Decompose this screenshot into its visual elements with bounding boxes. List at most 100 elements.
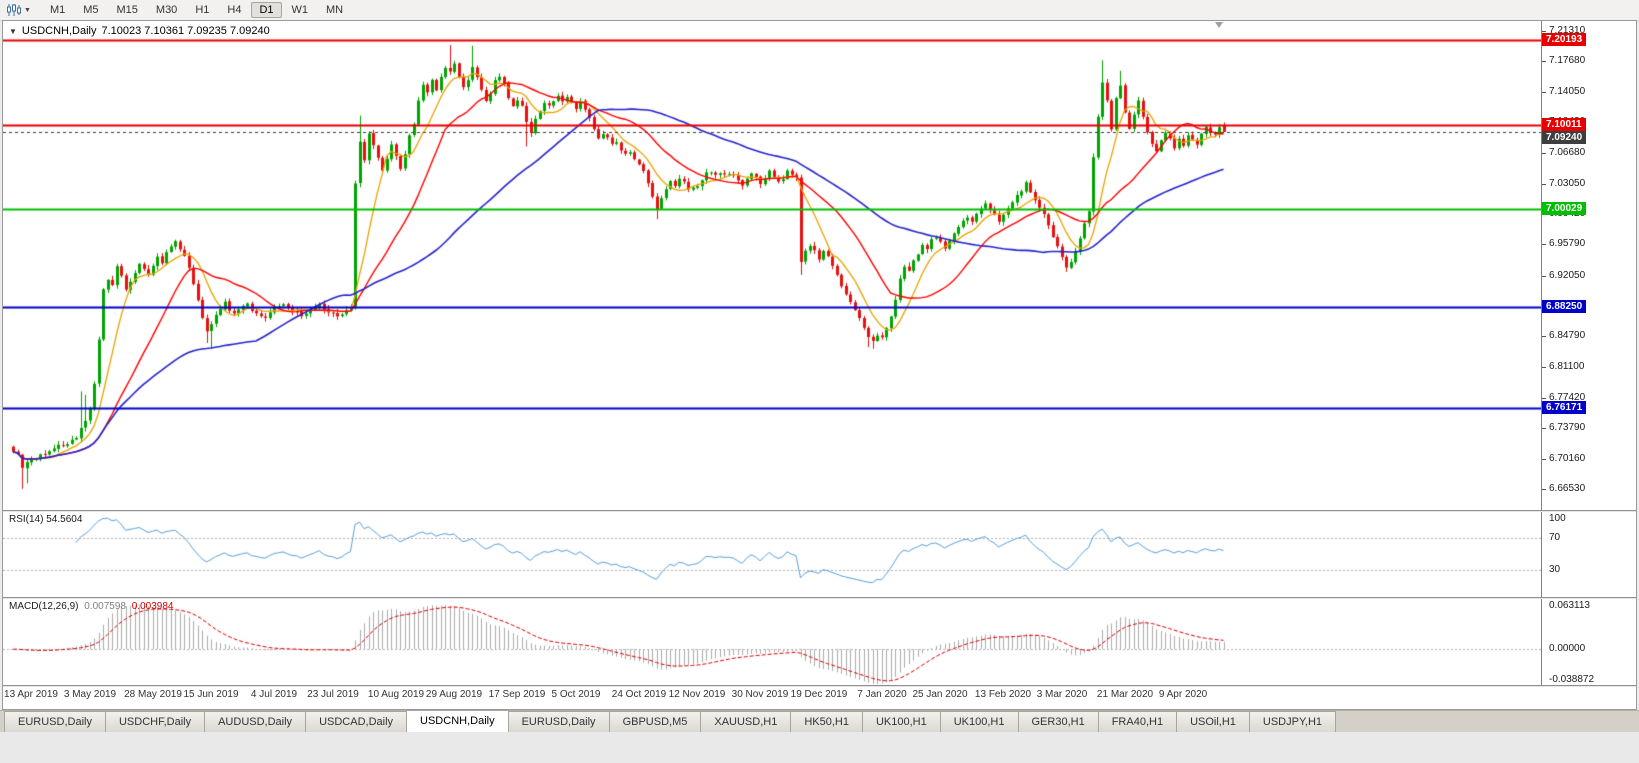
collapse-triangle-icon[interactable]: ▼	[9, 26, 17, 36]
price-axis-tickmark	[1542, 336, 1546, 337]
timeframe-button-mn[interactable]: MN	[326, 4, 344, 16]
price-axis-tick: 6.81100	[1549, 361, 1585, 372]
time-axis-label: 15 Jun 2019	[183, 689, 239, 700]
rsi-name: RSI(14)	[9, 514, 44, 525]
price-axis-tick: 7.03050	[1549, 178, 1586, 189]
price-axis-tickmark	[1542, 276, 1546, 277]
chart-tab-usoil-h1[interactable]: USOil,H1	[1176, 711, 1250, 732]
time-axis-label: 17 Sep 2019	[488, 689, 546, 700]
macd-axis-tick: 0.063113	[1549, 600, 1590, 611]
chart-tab-uk100-h1[interactable]: UK100,H1	[861, 711, 941, 732]
price-axis-tick: 6.84790	[1549, 330, 1586, 341]
price-axis-tickmark	[1542, 92, 1546, 93]
timeframe-button-m15[interactable]: M15	[116, 4, 138, 16]
macd-axis-tick: 0.00000	[1549, 643, 1586, 654]
chevron-down-icon: ▼	[24, 6, 31, 14]
macd-name: MACD(12,26,9)	[9, 601, 79, 612]
price-axis[interactable]: 7.213107.176807.140507.104207.066807.030…	[1542, 21, 1636, 685]
time-axis-label: 28 May 2019	[124, 689, 182, 700]
time-axis-label: 3 May 2019	[63, 689, 117, 700]
timeframe-button-m30[interactable]: M30	[155, 4, 178, 16]
price-axis-tickmark	[1542, 398, 1546, 399]
time-axis-label: 19 Dec 2019	[790, 689, 848, 700]
axis-separator	[1541, 21, 1542, 685]
candlestick-chart-icon	[7, 4, 21, 16]
time-axis-label: 21 Mar 2020	[1096, 689, 1154, 700]
chart-window: ▼ USDCNH,Daily 7.10023 7.10361 7.09235 7…	[2, 20, 1637, 710]
chart-tab-gbpusd-m5[interactable]: GBPUSD,M5	[608, 711, 702, 732]
timeframe-button-m1[interactable]: M1	[49, 4, 66, 16]
rsi-axis-tick: 100	[1549, 513, 1566, 524]
price-axis-tick: 7.06680	[1549, 147, 1586, 158]
price-axis-tick: 6.66530	[1549, 483, 1586, 494]
chart-title-symbol: USDCNH,Daily	[21, 25, 97, 37]
chart-tab-hk50-h1[interactable]: HK50,H1	[790, 711, 863, 732]
rsi-indicator-label: RSI(14) 54.5604	[9, 514, 82, 525]
time-axis[interactable]: 13 Apr 2019 3 May 2019 28 May 2019 15 Jun 2…	[3, 687, 1636, 705]
price-axis-tick: 6.73790	[1549, 422, 1586, 433]
bottom-strip	[0, 732, 1639, 763]
chart-tab-usdchf-daily[interactable]: USDCHF,Daily	[104, 711, 206, 732]
toolbar: ▼ M1 M5 M15 M30 H1 H4 D1 W1 MN	[0, 0, 1639, 21]
chart-tab-usdcad-daily[interactable]: USDCAD,Daily	[305, 711, 408, 732]
time-axis-label: 30 Nov 2019	[731, 689, 789, 700]
chart-tab-audusd-daily[interactable]: AUDUSD,Daily	[204, 711, 307, 732]
chart-tab-fra40-h1[interactable]: FRA40,H1	[1097, 711, 1178, 732]
time-axis-label: 13 Apr 2019	[4, 689, 58, 700]
time-axis-label: 5 Oct 2019	[551, 689, 601, 700]
pane-separator[interactable]	[3, 510, 1636, 512]
chart-tab-usdcnh-daily[interactable]: USDCNH,Daily	[406, 710, 509, 732]
chart-tab-eurusd-daily[interactable]: EURUSD,Daily	[4, 711, 106, 732]
rsi-axis-tick: 70	[1549, 532, 1561, 543]
price-axis-tick: 6.95790	[1549, 238, 1586, 249]
price-axis-tick: 7.14050	[1549, 86, 1586, 97]
chart-tab-xauusd-h1[interactable]: XAUUSD,H1	[700, 711, 792, 732]
price-axis-tick: 7.21310	[1549, 25, 1586, 36]
main-chart-canvas[interactable]	[3, 21, 1541, 685]
price-axis-tick: 7.17680	[1549, 55, 1586, 66]
chart-tab-uk100-h1[interactable]: UK100,H1	[939, 711, 1019, 732]
price-tag: 7.09240	[1542, 131, 1587, 144]
rsi-value: 54.5604	[46, 514, 83, 525]
timeframe-button-w1[interactable]: W1	[291, 4, 309, 16]
time-axis-label: 9 Apr 2020	[1158, 689, 1208, 700]
price-axis-tickmark	[1542, 244, 1546, 245]
price-tag: 6.88250	[1542, 300, 1587, 313]
price-axis-tickmark	[1542, 184, 1546, 185]
time-axis-label: 3 Mar 2020	[1036, 689, 1088, 700]
time-axis-label: 12 Nov 2019	[668, 689, 726, 700]
price-axis-tickmark	[1542, 61, 1546, 62]
macd-signal-value: 0.003984	[131, 601, 174, 612]
pane-separator[interactable]	[3, 597, 1636, 599]
pane-separator	[3, 685, 1636, 687]
chart-tab-usdjpy-h1[interactable]: USDJPY,H1	[1248, 711, 1337, 732]
timeframe-button-m5[interactable]: M5	[83, 4, 99, 16]
timeframe-buttons: M1 M5 M15 M30 H1 H4 D1 W1 MN	[41, 2, 352, 18]
time-axis-label: 25 Jan 2020	[912, 689, 968, 700]
rsi-axis-tick: 30	[1549, 564, 1561, 575]
price-tag: 7.00029	[1542, 202, 1587, 215]
time-axis-label: 7 Jan 2020	[857, 689, 907, 700]
chart-type-selector[interactable]: ▼	[0, 0, 37, 20]
macd-axis-tick: -0.038872	[1549, 674, 1595, 685]
price-axis-tickmark	[1542, 428, 1546, 429]
timeframe-button-h4[interactable]: H4	[227, 4, 242, 16]
time-axis-label: 24 Oct 2019	[611, 689, 667, 700]
macd-indicator-label: MACD(12,26,9) 0.007598 0.003984	[9, 601, 173, 612]
price-tag: 7.20193	[1542, 33, 1587, 46]
chart-title: ▼ USDCNH,Daily 7.10023 7.10361 7.09235 7…	[9, 25, 270, 37]
timeframe-button-h1[interactable]: H1	[195, 4, 210, 16]
chart-tab-eurusd-daily[interactable]: EURUSD,Daily	[507, 711, 610, 732]
price-tag: 7.10011	[1542, 118, 1586, 131]
time-axis-label: 13 Feb 2020	[974, 689, 1032, 700]
price-axis-tick: 6.92050	[1549, 270, 1586, 281]
timeframe-button-d1[interactable]: D1	[251, 2, 282, 18]
chart-tab-ger30-h1[interactable]: GER30,H1	[1017, 711, 1099, 732]
price-axis-tick: 6.70160	[1549, 453, 1586, 464]
time-axis-label: 10 Aug 2019	[367, 689, 425, 700]
chart-title-ohlc: 7.10023 7.10361 7.09235 7.09240	[101, 25, 270, 37]
price-axis-tickmark	[1542, 31, 1546, 32]
price-axis-tickmark	[1542, 367, 1546, 368]
price-axis-tickmark	[1542, 153, 1546, 154]
chart-shift-marker-icon[interactable]	[1215, 22, 1223, 28]
